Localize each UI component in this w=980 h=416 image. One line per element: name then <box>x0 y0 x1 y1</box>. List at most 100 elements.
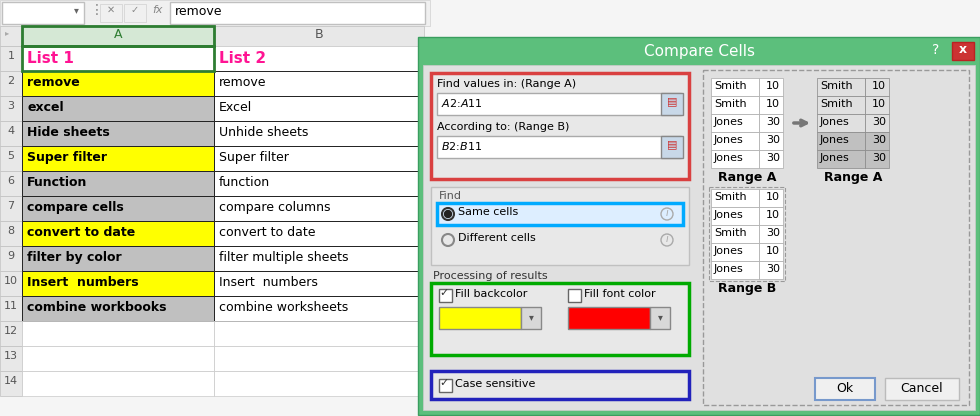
Text: compare columns: compare columns <box>219 201 330 214</box>
Bar <box>759 189 783 207</box>
Text: Ok: Ok <box>837 382 854 395</box>
Text: 6: 6 <box>8 176 15 186</box>
Bar <box>521 307 541 329</box>
Bar <box>0 296 22 321</box>
Bar <box>431 283 689 355</box>
Bar <box>0 271 22 296</box>
Text: filter multiple sheets: filter multiple sheets <box>219 251 349 264</box>
Bar <box>759 132 783 150</box>
Text: ?: ? <box>932 43 940 57</box>
Text: Same cells: Same cells <box>458 207 518 217</box>
Text: Range A: Range A <box>824 171 882 184</box>
Text: function: function <box>219 176 270 189</box>
Text: Insert  numbers: Insert numbers <box>27 276 138 289</box>
Text: ✓: ✓ <box>439 378 449 388</box>
Text: ✕: ✕ <box>107 5 115 15</box>
Text: Compare Cells: Compare Cells <box>644 44 755 59</box>
Text: Excel: Excel <box>219 101 252 114</box>
Text: Unhide sheets: Unhide sheets <box>219 126 309 139</box>
Bar <box>865 132 889 150</box>
Bar <box>711 207 759 225</box>
Text: Insert  numbers: Insert numbers <box>219 276 318 289</box>
Bar <box>711 132 759 150</box>
Text: x: x <box>959 43 967 56</box>
Text: B: B <box>315 28 323 41</box>
Bar <box>0 0 430 26</box>
Text: ▤: ▤ <box>667 139 677 149</box>
Text: Smith: Smith <box>714 192 747 202</box>
Bar <box>22 96 214 121</box>
Text: Jones: Jones <box>820 153 850 163</box>
Bar <box>865 96 889 114</box>
Text: remove: remove <box>27 76 79 89</box>
Text: 10: 10 <box>766 192 780 202</box>
Bar <box>0 46 22 71</box>
Bar <box>214 221 424 246</box>
Bar <box>759 243 783 261</box>
Text: 10: 10 <box>766 210 780 220</box>
Bar <box>170 2 425 24</box>
Text: Different cells: Different cells <box>458 233 536 243</box>
Bar <box>711 150 759 168</box>
Text: 9: 9 <box>8 251 15 261</box>
Bar <box>22 271 214 296</box>
Bar <box>952 42 974 60</box>
Text: 30: 30 <box>766 228 780 238</box>
Bar <box>0 121 22 146</box>
Text: A: A <box>114 28 122 41</box>
Bar <box>0 246 22 271</box>
Bar <box>22 71 214 96</box>
Text: Smith: Smith <box>714 99 747 109</box>
Text: Find: Find <box>439 191 462 201</box>
Text: 30: 30 <box>872 135 886 145</box>
Text: 5: 5 <box>8 151 15 161</box>
Bar <box>759 207 783 225</box>
Bar <box>22 196 214 221</box>
Text: filter by color: filter by color <box>27 251 122 264</box>
Bar <box>437 136 681 158</box>
Text: Smith: Smith <box>714 228 747 238</box>
Text: i: i <box>665 208 668 218</box>
Bar <box>214 371 424 396</box>
Bar <box>214 346 424 371</box>
Text: Function: Function <box>27 176 87 189</box>
Bar <box>0 71 22 96</box>
Bar <box>22 46 214 71</box>
Bar <box>214 71 424 96</box>
Bar <box>0 171 22 196</box>
Bar <box>437 203 683 225</box>
Text: 1: 1 <box>8 51 15 61</box>
Text: Find values in: (Range A): Find values in: (Range A) <box>437 79 576 89</box>
Bar <box>431 187 689 265</box>
Text: ✓: ✓ <box>131 5 139 15</box>
Text: remove: remove <box>219 76 267 89</box>
Text: Smith: Smith <box>820 81 853 91</box>
Text: List 2: List 2 <box>219 51 267 66</box>
Text: 30: 30 <box>872 153 886 163</box>
Bar <box>22 26 214 46</box>
Bar <box>214 146 424 171</box>
Bar <box>865 150 889 168</box>
Bar <box>437 93 681 115</box>
Text: $B$2:$B$11: $B$2:$B$11 <box>441 140 482 152</box>
Bar <box>0 96 22 121</box>
Bar <box>214 246 424 271</box>
Text: 3: 3 <box>8 101 15 111</box>
Text: Jones: Jones <box>714 117 744 127</box>
Text: Jones: Jones <box>714 246 744 256</box>
Bar <box>214 321 424 346</box>
Bar <box>0 146 22 171</box>
Text: fx: fx <box>152 5 163 15</box>
Text: Range B: Range B <box>718 282 776 295</box>
Text: 30: 30 <box>766 264 780 274</box>
Text: Jones: Jones <box>820 117 850 127</box>
Text: convert to date: convert to date <box>219 226 316 239</box>
Text: Case sensitive: Case sensitive <box>455 379 535 389</box>
Text: 30: 30 <box>766 153 780 163</box>
Bar <box>0 196 22 221</box>
Text: ▤: ▤ <box>667 96 677 106</box>
Text: Hide sheets: Hide sheets <box>27 126 110 139</box>
Bar <box>0 26 22 46</box>
Text: ▾: ▾ <box>658 312 662 322</box>
Bar <box>423 65 975 410</box>
